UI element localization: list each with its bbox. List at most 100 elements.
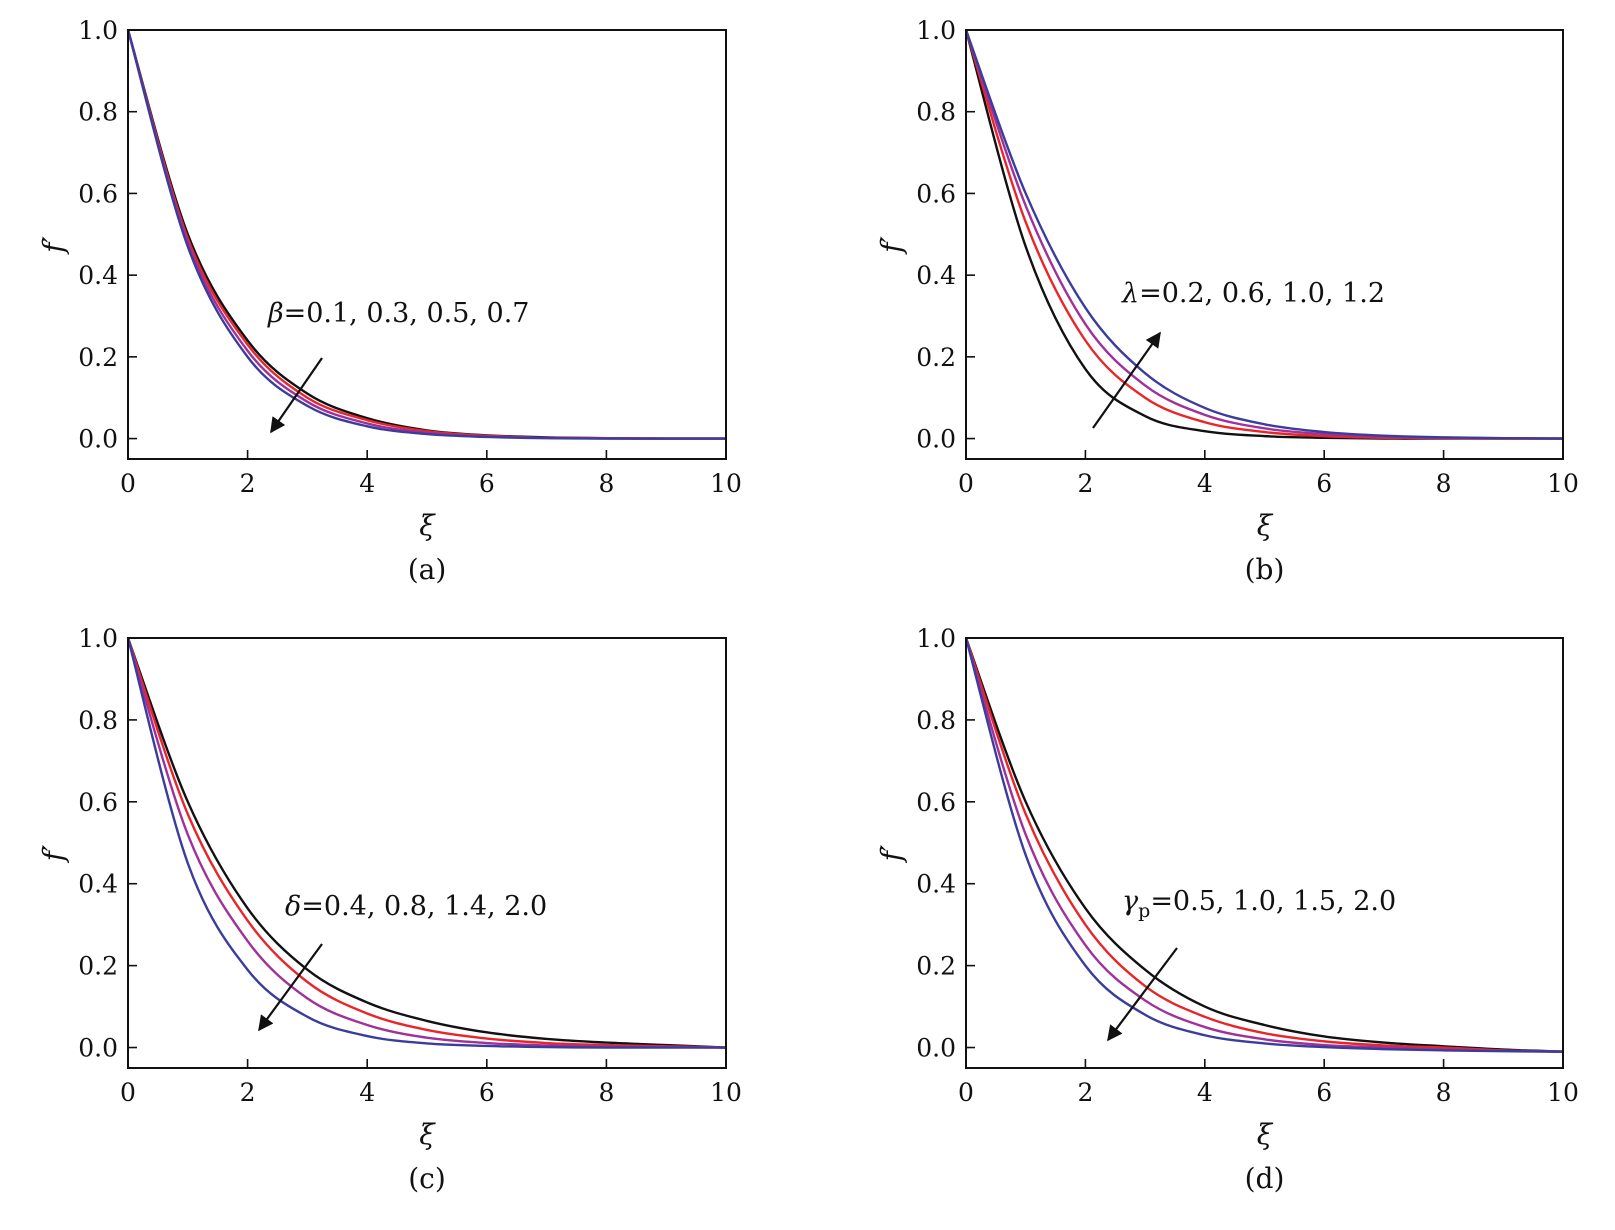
x-tick-label: 0: [120, 469, 136, 498]
parameter-symbol: γ: [1122, 886, 1139, 917]
y-tick-label: 0.0: [916, 425, 956, 454]
y-tick-label: 0.4: [78, 261, 118, 290]
x-axis-title: ξ: [1257, 509, 1274, 542]
x-tick-label: 6: [1316, 1078, 1332, 1107]
x-tick-label: 0: [958, 1078, 974, 1107]
series-line-4: [126, 29, 726, 440]
x-tick-label: 10: [1547, 1078, 1579, 1107]
x-tick-label: 8: [1436, 1078, 1452, 1107]
y-axis-title: f′: [875, 236, 908, 255]
x-tick-label: 8: [598, 469, 614, 498]
y-tick-label: 1.0: [916, 16, 956, 45]
x-tick-label: 2: [1077, 1078, 1093, 1107]
parameter-annotation: δ=0.4, 0.8, 1.4, 2.0: [285, 891, 547, 922]
y-axis-title: f′: [875, 844, 908, 863]
y-tick-label: 0.6: [916, 179, 956, 208]
parameter-symbol: β: [267, 298, 284, 329]
trend-arrow: [258, 943, 323, 1032]
parameter-subscript: p: [1138, 900, 1150, 922]
x-tick-label: 8: [1436, 469, 1452, 498]
y-tick-label: 0.6: [78, 788, 118, 817]
x-tick-label: 2: [240, 469, 256, 498]
plot-frame: [965, 29, 1564, 460]
series-line-2: [964, 29, 1564, 440]
y-tick-label: 0.2: [78, 952, 118, 981]
series-line-2: [126, 637, 727, 1049]
y-tick-label: 0.6: [916, 788, 956, 817]
parameter-annotation: β=0.1, 0.3, 0.5, 0.7: [267, 298, 529, 329]
y-tick-label: 0.4: [916, 870, 956, 899]
x-tick-label: 6: [479, 1078, 495, 1107]
chart-panel-d: 0 2 4 6 8 10 0.0 0.2 0.4 0.6 0.8 1.0 ξ f′ (d) γp=0.5, 1…: [875, 624, 1579, 1195]
parameter-symbol: λ: [1121, 278, 1139, 309]
trend-arrow: [1092, 331, 1161, 429]
x-tick-label: 10: [710, 1078, 742, 1107]
y-tick-label: 0.8: [916, 706, 956, 735]
y-tick-label: 0.8: [916, 98, 956, 127]
plot-frame: [965, 637, 1564, 1069]
y-tick-label: 0.2: [916, 343, 956, 372]
parameter-values: =0.1, 0.3, 0.5, 0.7: [284, 298, 530, 329]
x-tick-label: 6: [479, 469, 495, 498]
parameter-annotation: γp=0.5, 1.0, 1.5, 2.0: [1122, 886, 1396, 922]
series-line-1: [126, 637, 727, 1049]
series-line-2: [126, 29, 727, 440]
chart-panel-a: 0 2 4 6 8 10 0.0 0.2 0.4 0.6 0.8 1.0 ξ f′ (a) β=0.1, 0.…: [37, 16, 742, 586]
panel-label: (a): [408, 553, 447, 586]
y-tick-label: 1.0: [78, 16, 118, 45]
y-tick-label: 0.6: [78, 179, 118, 208]
y-tick-label: 1.0: [916, 624, 956, 653]
series-line-1: [964, 29, 1563, 440]
series-line-3: [964, 29, 1564, 440]
plot-frame: [127, 29, 727, 460]
x-tick-label: 10: [1547, 469, 1579, 498]
series-line-3: [964, 637, 1564, 1053]
y-tick-label: 0.0: [78, 425, 118, 454]
parameter-values: =0.4, 0.8, 1.4, 2.0: [301, 891, 547, 922]
y-tick-label: 0.0: [78, 1034, 118, 1063]
y-tick-label: 0.8: [78, 706, 118, 735]
series-line-4: [964, 637, 1564, 1053]
chart-panel-b: 0 2 4 6 8 10 0.0 0.2 0.4 0.6 0.8 1.0 ξ f′ (b) λ=0.2, 0.…: [875, 16, 1579, 586]
x-axis-title: ξ: [419, 1118, 436, 1151]
series-line-4: [126, 637, 726, 1049]
x-tick-label: 10: [710, 469, 742, 498]
y-tick-label: 0.4: [916, 261, 956, 290]
x-tick-label: 2: [240, 1078, 256, 1107]
parameter-symbol: δ: [285, 891, 301, 922]
x-tick-label: 8: [598, 1078, 614, 1107]
y-tick-label: 0.8: [78, 98, 118, 127]
x-axis-title: ξ: [419, 509, 436, 542]
series-line-1: [964, 637, 1564, 1053]
x-axis-title: ξ: [1257, 1118, 1274, 1151]
x-tick-label: 2: [1077, 469, 1093, 498]
parameter-values: =0.5, 1.0, 1.5, 2.0: [1150, 886, 1396, 917]
series-line-1: [126, 29, 727, 440]
x-tick-label: 0: [120, 1078, 136, 1107]
series-line-3: [126, 637, 727, 1049]
x-tick-label: 4: [1197, 469, 1213, 498]
parameter-values: =0.2, 0.6, 1.0, 1.2: [1139, 278, 1385, 309]
trend-arrow: [1107, 947, 1178, 1042]
x-tick-label: 6: [1316, 469, 1332, 498]
x-tick-label: 0: [958, 469, 974, 498]
y-axis-title: f′: [37, 844, 70, 863]
y-tick-label: 0.2: [916, 952, 956, 981]
panel-label: (d): [1245, 1162, 1285, 1195]
y-tick-label: 0.2: [78, 343, 118, 372]
panel-label: (b): [1245, 553, 1285, 586]
parameter-annotation: λ=0.2, 0.6, 1.0, 1.2: [1121, 278, 1385, 309]
plot-frame: [127, 637, 727, 1069]
y-tick-label: 1.0: [78, 624, 118, 653]
y-tick-label: 0.0: [916, 1034, 956, 1063]
y-tick-label: 0.4: [78, 870, 118, 899]
x-tick-label: 4: [359, 469, 375, 498]
series-line-3: [126, 29, 726, 440]
series-line-2: [964, 637, 1564, 1053]
chart-panel-c: 0 2 4 6 8 10 0.0 0.2 0.4 0.6 0.8 1.0 ξ f′ (c) δ=0.4, 0.…: [37, 624, 742, 1195]
trend-arrow: [270, 357, 323, 434]
series-line-4: [964, 29, 1564, 440]
panel-label: (c): [408, 1162, 446, 1195]
x-tick-label: 4: [1197, 1078, 1213, 1107]
